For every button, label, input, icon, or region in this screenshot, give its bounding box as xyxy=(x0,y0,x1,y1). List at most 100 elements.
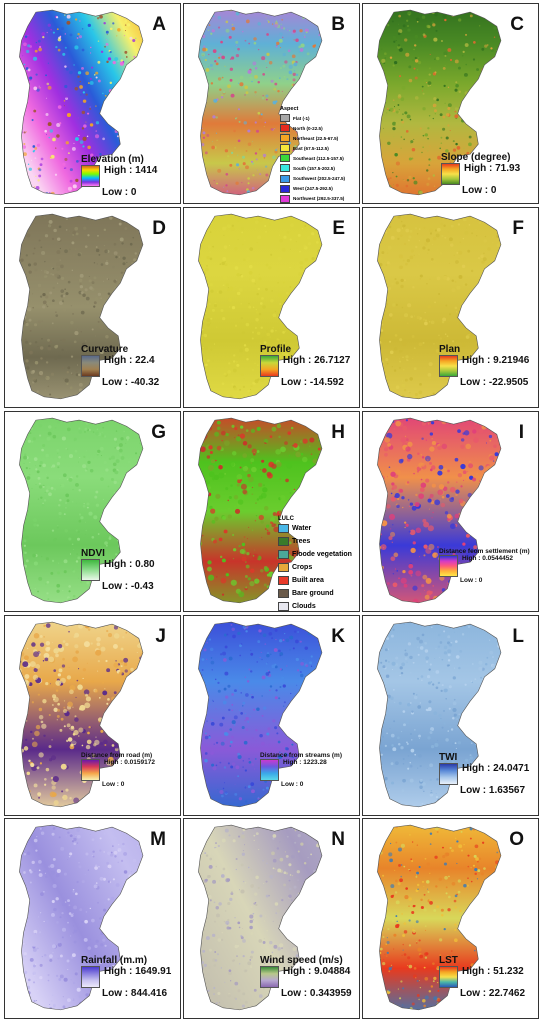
legend-title: NDVI xyxy=(81,548,105,559)
panel-letter: G xyxy=(151,422,166,443)
map-outline xyxy=(198,9,323,196)
legend: Distance from road (m) High : 0.0159172 Lo… xyxy=(81,752,155,788)
map-panel-d: D Curvature High : 22.4 Low : -40.32 xyxy=(4,207,181,408)
legend-title: TWI xyxy=(439,752,458,763)
aspect-legend-item: Southwest (202.5-247.5) xyxy=(280,174,345,183)
legend-low: Low : 0.343959 xyxy=(281,988,352,999)
legend-low: Low : 0 xyxy=(281,781,304,788)
aspect-legend-label: Northwest (292.5-337.5) xyxy=(293,196,345,202)
panel-letter: O xyxy=(509,829,524,850)
legend: NDVI High : 0.80 Low : -0.43 xyxy=(81,548,155,592)
lulc-legend-label: Crops xyxy=(292,564,313,571)
legend: Wind speed (m/s) High : 9.04884 Low : 0.34… xyxy=(260,955,352,999)
map-outline xyxy=(377,213,502,400)
map-panel-k: K Distance from streams (m) High : 1223.28… xyxy=(183,615,360,816)
legend-swatch xyxy=(280,114,290,122)
lulc-legend-label: Built area xyxy=(292,577,324,584)
lulc-legend-item: Crops xyxy=(278,563,352,572)
map-panel-c: C Slope (degree) High : 71.93 Low : 0 xyxy=(362,3,539,204)
aspect-legend-label: South (157.5-202.5) xyxy=(293,165,335,171)
legend-title: Plan xyxy=(439,344,461,355)
lulc-legend-label: Trees xyxy=(292,538,311,545)
panel-letter: I xyxy=(518,422,524,443)
legend-title: Distance from streams (m) xyxy=(260,752,342,759)
legend: Distance feom settlement (m) High : 0.054… xyxy=(439,548,530,584)
legend-high: High : 1223.28 xyxy=(283,759,327,766)
legend-color-ramp xyxy=(260,355,279,377)
map-outline xyxy=(19,213,144,400)
aspect-legend-label: Southeast (112.5-157.5) xyxy=(293,155,344,161)
legend-low: Low : 0 xyxy=(102,187,137,198)
legend-high: High : 24.0471 xyxy=(462,763,530,774)
aspect-legend-label: West (247.5-292.5) xyxy=(293,186,333,192)
legend-low: Low : 1.63567 xyxy=(460,785,526,796)
panel-letter: B xyxy=(331,14,345,35)
figure-grid: A Elevation (m) High : 1414 Low : 0 B Aspect F… xyxy=(4,3,541,1021)
legend-swatch xyxy=(278,563,289,572)
legend-color-ramp xyxy=(441,163,460,185)
panel-letter: J xyxy=(155,626,166,647)
legend: Rainfall (m.m) High : 1649.91 Low : 844.41… xyxy=(81,955,171,999)
legend-low: Low : 0 xyxy=(102,781,125,788)
map-panel-f: F Plan High : 9.21946 Low : -22.9505 xyxy=(362,207,539,408)
legend-low: Low : 844.416 xyxy=(102,988,168,999)
legend-swatch xyxy=(280,154,290,163)
legend: Elevation (m) High : 1414 Low : 0 xyxy=(81,154,157,198)
legend-high: High : 71.93 xyxy=(464,163,521,174)
map-graphic xyxy=(198,9,323,196)
map-outline xyxy=(19,417,144,604)
legend-high: High : 1414 xyxy=(104,165,158,176)
legend-color-ramp xyxy=(260,759,279,781)
legend-color-ramp xyxy=(81,559,100,581)
lulc-legend-item: Floode vegetation xyxy=(278,550,352,559)
map-panel-j: J Distance from road (m) High : 0.0159172 L… xyxy=(4,615,181,816)
panel-letter: F xyxy=(512,218,524,239)
map-outline xyxy=(198,621,323,808)
legend-high: High : 0.0159172 xyxy=(104,759,155,766)
panel-letter: N xyxy=(331,829,345,850)
legend-color-ramp xyxy=(439,555,458,577)
lulc-legend-title: LULC xyxy=(278,516,294,522)
legend-low: Low : 22.7462 xyxy=(460,988,526,999)
legend-color-ramp xyxy=(439,763,458,785)
panel-letter: E xyxy=(332,218,345,239)
panel-letter: H xyxy=(331,422,345,443)
legend-swatch xyxy=(278,524,289,533)
legend-color-ramp xyxy=(439,966,458,988)
lulc-legend-item: Built area xyxy=(278,576,352,585)
map-panel-o: O LST High : 51.232 Low : 22.7462 xyxy=(362,818,539,1019)
map-panel-l: L TWI High : 24.0471 Low : 1.63567 xyxy=(362,615,539,816)
aspect-legend-item: Northeast (22.5-67.5) xyxy=(280,134,345,143)
legend-low: Low : 0 xyxy=(460,577,483,584)
legend-title: Profile xyxy=(260,344,292,355)
legend-swatch xyxy=(280,124,290,133)
aspect-legend: Aspect Flat (-1) North (0-22.5) Northeast (… xyxy=(280,106,345,203)
aspect-legend-label: North (0-22.5) xyxy=(293,125,323,131)
legend: TWI High : 24.0471 Low : 1.63567 xyxy=(439,752,529,796)
map-panel-b: B Aspect Flat (-1) North (0-22.5) Northeast … xyxy=(183,3,360,204)
aspect-legend-label: Flat (-1) xyxy=(293,115,310,121)
aspect-legend-item: East (67.5-112.5) xyxy=(280,144,345,153)
legend-high: High : 51.232 xyxy=(462,966,524,977)
map-graphic xyxy=(19,417,144,604)
legend-high: High : 9.04884 xyxy=(283,966,351,977)
legend: Slope (degree) High : 71.93 Low : 0 xyxy=(441,152,520,196)
lulc-legend-item: Bare ground xyxy=(278,589,352,598)
map-graphic xyxy=(377,417,502,604)
map-outline xyxy=(377,824,502,1011)
map-panel-m: M Rainfall (m.m) High : 1649.91 Low : 844.4… xyxy=(4,818,181,1019)
lulc-legend-item: Water xyxy=(278,524,352,533)
legend-color-ramp xyxy=(81,165,100,187)
aspect-legend-label: East (67.5-112.5) xyxy=(293,145,329,151)
legend-high: High : 9.21946 xyxy=(462,355,530,366)
legend-high: High : 26.7127 xyxy=(283,355,351,366)
map-outline xyxy=(377,621,502,808)
panel-letter: C xyxy=(510,14,524,35)
legend: Curvature High : 22.4 Low : -40.32 xyxy=(81,344,159,388)
legend-low: Low : -22.9505 xyxy=(460,377,529,388)
legend-color-ramp xyxy=(81,759,100,781)
lulc-legend-label: Bare ground xyxy=(292,590,334,597)
map-panel-g: G NDVI High : 0.80 Low : -0.43 xyxy=(4,411,181,612)
lulc-legend-label: Water xyxy=(292,525,312,532)
legend-swatch xyxy=(278,589,289,598)
